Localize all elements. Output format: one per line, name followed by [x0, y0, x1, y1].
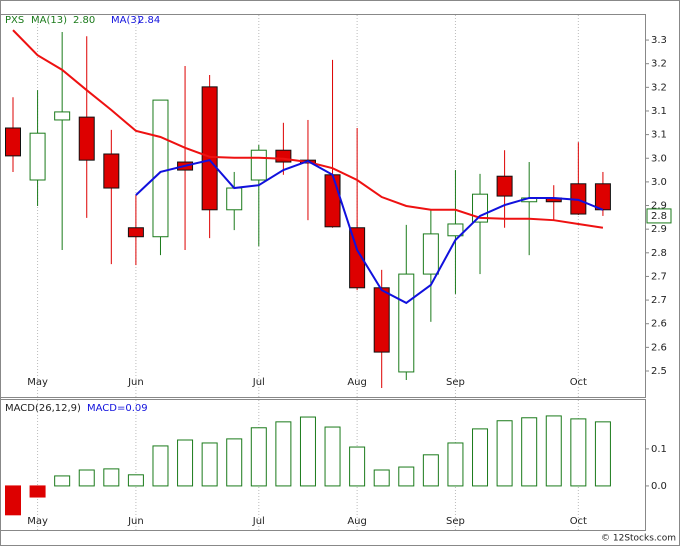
candle-body: [275, 149, 292, 163]
macd-bar: [324, 426, 341, 487]
candle-body: [594, 183, 611, 211]
macd-bar: [545, 415, 562, 487]
macd-bar: [349, 446, 366, 487]
legend-ma13-value: 2.80: [73, 15, 95, 26]
macd-bar: [5, 485, 21, 516]
macd-bar: [103, 468, 120, 487]
candle-body: [226, 187, 243, 211]
candle-body: [422, 233, 439, 275]
y-tick-label: 3.1: [651, 106, 667, 117]
y-tick-label: 2.6: [651, 342, 667, 353]
candle-body: [324, 174, 341, 228]
y-tick-label: 3.2: [651, 59, 667, 70]
candle-body: [152, 99, 169, 238]
y-tick-label: 0.1: [651, 444, 667, 455]
macd-bar: [29, 485, 46, 498]
x-tick-label: Oct: [570, 516, 587, 527]
y-tick-label: 3.0: [651, 153, 667, 164]
macd-bar: [54, 475, 71, 487]
legend-ma3-value: 2.84: [138, 15, 160, 26]
macd-bar: [496, 420, 513, 487]
y-tick-label: 2.9: [651, 224, 667, 235]
macd-bar: [78, 469, 95, 487]
macd-title: MACD(26,12,9): [5, 403, 81, 414]
ma-line: [135, 159, 604, 305]
candle-body: [349, 227, 366, 289]
macd-bar: [398, 466, 415, 487]
x-tick-label: Jul: [252, 516, 265, 527]
macd-bar: [472, 428, 489, 487]
copyright: © 12Stocks.com: [601, 534, 676, 544]
macd-bar: [127, 474, 144, 487]
x-tick-label: Aug: [347, 377, 367, 388]
x-tick-label: Oct: [570, 377, 587, 388]
macd-bar: [570, 418, 587, 487]
candle-body: [54, 111, 71, 121]
candle-body: [398, 273, 415, 373]
candle-body: [127, 227, 144, 238]
y-tick-label: 3.1: [651, 130, 667, 141]
legend-ma3: MA(3): [111, 15, 141, 26]
macd-bar: [299, 416, 316, 487]
x-tick-label: May: [27, 516, 48, 527]
candle-body: [103, 153, 120, 189]
x-tick-label: Sep: [446, 377, 465, 388]
y-tick-label: 0.0: [651, 481, 667, 492]
macd-bar: [201, 442, 218, 487]
macd-bar: [177, 439, 194, 487]
legend-ma13: MA(13): [31, 15, 67, 26]
x-tick-label: May: [27, 377, 48, 388]
macd-bar: [250, 427, 267, 487]
last-price-label: 2.8: [651, 211, 667, 222]
macd-bar: [373, 469, 390, 487]
candle-body: [201, 86, 218, 211]
y-tick-label: 3.0: [651, 177, 667, 188]
candle-body: [447, 223, 464, 237]
y-tick-label: 2.7: [651, 271, 667, 282]
candle-body: [78, 116, 95, 161]
y-tick-label: 3.3: [651, 35, 667, 46]
macd-value: MACD=0.09: [87, 403, 148, 414]
y-tick-label: 2.8: [651, 248, 667, 259]
macd-panel: [0, 399, 646, 531]
y-tick-label: 2.5: [651, 366, 667, 377]
macd-bar: [226, 438, 243, 487]
x-tick-label: Jul: [252, 377, 265, 388]
x-tick-label: Sep: [446, 516, 465, 527]
macd-bar: [521, 417, 538, 487]
y-tick-label: 2.9: [651, 201, 667, 212]
candle-body: [496, 175, 513, 197]
macd-bar: [594, 421, 611, 487]
macd-bar: [275, 421, 292, 487]
x-tick-label: Jun: [127, 516, 144, 527]
last-price-box: [646, 208, 672, 224]
candle-body: [250, 149, 267, 181]
y-tick-label: 2.6: [651, 319, 667, 330]
candle-body: [5, 127, 21, 157]
y-tick-label: 3.2: [651, 82, 667, 93]
macd-bar: [422, 454, 439, 487]
x-tick-label: Aug: [347, 516, 367, 527]
candle-body: [373, 287, 390, 353]
y-tick-label: 2.7: [651, 295, 667, 306]
candle-body: [29, 132, 46, 181]
x-tick-label: Jun: [127, 377, 144, 388]
symbol: PXS: [5, 15, 24, 26]
macd-bar: [447, 442, 464, 487]
macd-bar: [152, 445, 169, 487]
